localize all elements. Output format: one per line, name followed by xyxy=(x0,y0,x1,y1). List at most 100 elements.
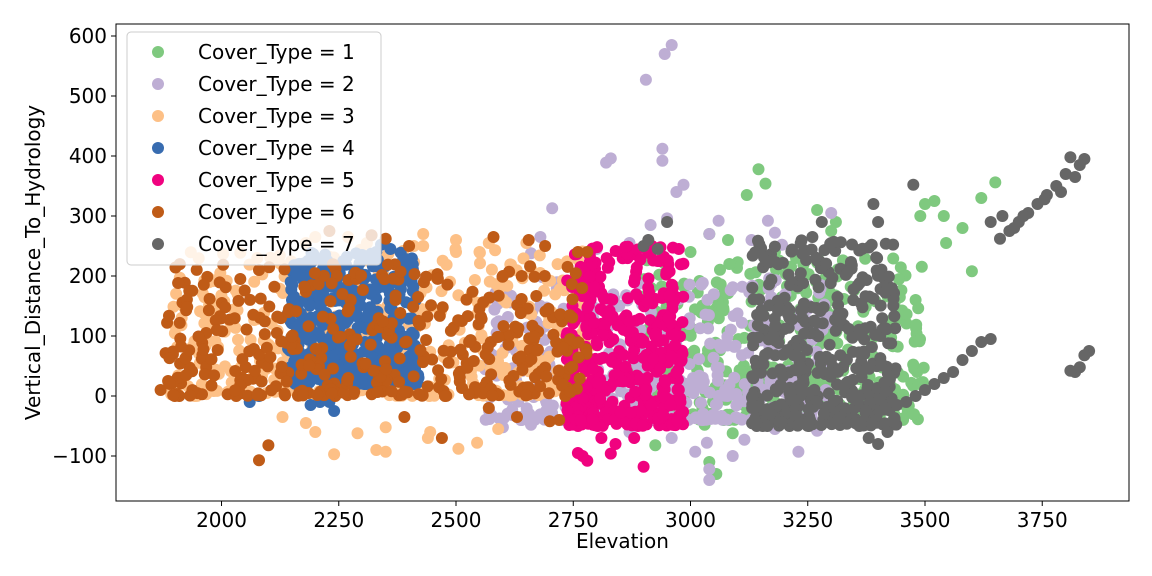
data-point xyxy=(823,338,836,351)
data-point xyxy=(726,427,739,440)
data-point xyxy=(865,238,878,251)
data-point xyxy=(573,372,586,385)
data-point xyxy=(190,263,203,276)
x-axis-ticks: 2000 2250 2500 2750 3000 3250 3500 3750 xyxy=(196,501,1068,532)
data-point xyxy=(316,332,329,345)
data-point xyxy=(639,384,652,397)
data-point xyxy=(403,240,416,252)
legend-item: Cover_Type = 7 xyxy=(152,232,355,256)
data-point xyxy=(417,228,430,240)
data-point xyxy=(684,329,697,342)
data-point xyxy=(609,438,622,450)
data-point xyxy=(298,280,311,293)
data-point xyxy=(475,329,488,342)
data-point xyxy=(989,176,1002,189)
data-point xyxy=(228,312,241,325)
data-point xyxy=(569,267,582,280)
data-point xyxy=(874,299,887,312)
data-point xyxy=(829,216,842,228)
data-point xyxy=(287,290,300,303)
data-point xyxy=(394,307,407,319)
data-point xyxy=(786,243,798,256)
data-point xyxy=(540,370,553,383)
data-point xyxy=(371,386,384,398)
data-point xyxy=(634,372,647,385)
data-point xyxy=(243,345,256,358)
data-point xyxy=(947,366,960,378)
data-point xyxy=(672,243,685,255)
data-point xyxy=(355,269,368,282)
data-point xyxy=(501,311,514,323)
data-point xyxy=(874,356,887,369)
data-point xyxy=(229,384,241,397)
data-point xyxy=(452,367,465,380)
data-point xyxy=(497,320,510,333)
data-point xyxy=(804,414,817,426)
data-point xyxy=(815,216,828,228)
data-point xyxy=(917,361,930,374)
data-point xyxy=(703,463,716,476)
data-point xyxy=(420,334,433,346)
data-point xyxy=(154,384,167,396)
data-point xyxy=(502,338,515,351)
data-point xyxy=(855,365,868,378)
data-point xyxy=(324,295,337,308)
data-point xyxy=(677,257,690,270)
data-point xyxy=(421,380,434,393)
data-point xyxy=(726,450,739,462)
legend-marker xyxy=(152,174,164,186)
data-point xyxy=(236,353,249,366)
data-point xyxy=(244,333,257,346)
data-point xyxy=(522,234,535,246)
data-point xyxy=(394,265,407,278)
data-point xyxy=(598,319,611,332)
data-point xyxy=(407,357,420,370)
data-point xyxy=(761,214,774,227)
data-point xyxy=(184,389,196,402)
data-point xyxy=(684,246,697,258)
data-point xyxy=(859,290,872,303)
data-point xyxy=(721,330,734,343)
data-point xyxy=(810,395,823,408)
legend-item: Cover_Type = 5 xyxy=(152,168,355,192)
data-point xyxy=(408,268,421,281)
data-point xyxy=(583,270,596,283)
data-point xyxy=(728,371,741,384)
data-point xyxy=(543,415,556,428)
data-point xyxy=(528,330,541,343)
data-point xyxy=(617,349,630,361)
data-point xyxy=(832,299,845,312)
data-point xyxy=(586,413,599,426)
data-point xyxy=(984,333,997,345)
data-point xyxy=(629,272,641,285)
data-point xyxy=(276,411,289,423)
data-point xyxy=(437,344,450,357)
data-point xyxy=(450,246,462,258)
data-point xyxy=(546,399,559,412)
data-point xyxy=(956,222,969,234)
data-point xyxy=(600,156,613,169)
data-point xyxy=(965,265,978,278)
data-point xyxy=(937,372,950,384)
data-point xyxy=(651,243,664,255)
data-point xyxy=(881,426,894,438)
data-point xyxy=(768,226,781,239)
data-point xyxy=(746,370,759,383)
data-point xyxy=(769,320,782,332)
data-point xyxy=(398,411,411,423)
data-point xyxy=(591,241,604,254)
data-point xyxy=(919,384,931,396)
data-point xyxy=(676,316,689,329)
data-point xyxy=(581,454,594,467)
data-point xyxy=(588,281,601,293)
data-point xyxy=(624,406,637,419)
data-point xyxy=(514,307,527,320)
data-point xyxy=(328,405,341,417)
data-point xyxy=(764,408,777,420)
data-point xyxy=(482,402,495,414)
data-point xyxy=(975,192,988,204)
data-point xyxy=(913,335,926,348)
data-point xyxy=(515,270,528,282)
data-point xyxy=(203,292,216,305)
data-point xyxy=(1064,151,1077,164)
